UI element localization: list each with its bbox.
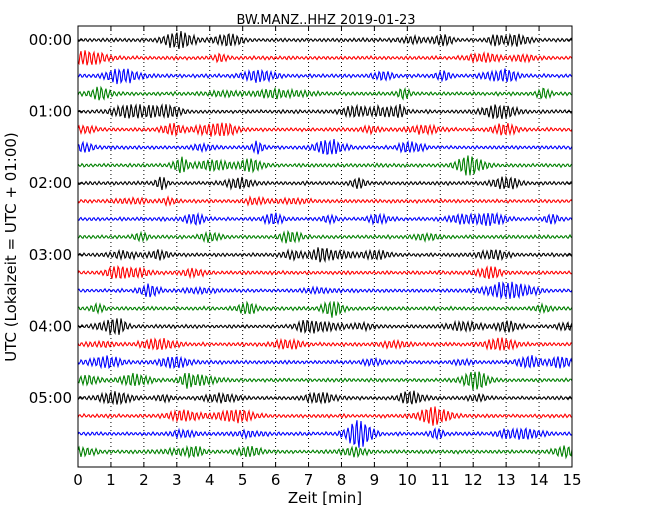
x-tick-label: 11 xyxy=(431,471,450,489)
y-tick-label: 05:00 xyxy=(29,389,72,407)
y-axis-label: UTC (Lokalzeit = UTC + 01:00) xyxy=(2,132,20,362)
trace-row-16 xyxy=(77,318,573,336)
x-tick-label: 3 xyxy=(172,471,182,489)
x-axis-ticks: 0 1 2 3 4 5 6 7 8 9 10 11 12 13 14 15 xyxy=(73,26,582,489)
x-tick-label: 4 xyxy=(205,471,215,489)
y-tick-label: 03:00 xyxy=(29,246,72,264)
x-tick-label: 2 xyxy=(139,471,149,489)
x-tick-label: 15 xyxy=(562,471,581,489)
trace-row-10 xyxy=(77,211,573,226)
trace-row-20 xyxy=(77,390,573,406)
trace-row-17 xyxy=(77,337,573,351)
trace-row-0 xyxy=(77,30,573,50)
trace-row-9 xyxy=(77,195,573,208)
x-tick-label: 7 xyxy=(304,471,314,489)
trace-row-21 xyxy=(77,406,573,426)
plot-frame xyxy=(77,25,573,468)
x-tick-label: 9 xyxy=(370,471,380,489)
y-axis-ticks: 00:00 01:00 02:00 03:00 04:00 05:00 xyxy=(29,31,572,407)
x-tick-label: 14 xyxy=(530,471,549,489)
y-tick-label: 04:00 xyxy=(29,317,72,335)
x-tick-label: 1 xyxy=(106,471,116,489)
x-tick-label: 6 xyxy=(271,471,281,489)
trace-row-23 xyxy=(77,444,573,460)
y-tick-label: 02:00 xyxy=(29,174,72,192)
y-tick-label: 01:00 xyxy=(29,103,72,121)
trace-row-3 xyxy=(77,85,573,101)
trace-row-4 xyxy=(77,103,573,119)
x-tick-label: 13 xyxy=(497,471,516,489)
y-tick-label: 00:00 xyxy=(29,31,72,49)
trace-row-18 xyxy=(77,355,573,370)
chart-title: BW.MANZ..HHZ 2019-01-23 xyxy=(236,13,415,28)
trace-row-2 xyxy=(77,68,573,85)
trace-row-8 xyxy=(77,175,573,191)
x-tick-label: 8 xyxy=(337,471,347,489)
x-tick-label: 0 xyxy=(73,471,83,489)
trace-row-14 xyxy=(77,281,573,300)
trace-row-15 xyxy=(77,300,573,318)
x-tick-label: 5 xyxy=(238,471,248,489)
vertical-gridlines xyxy=(110,26,540,467)
x-tick-label: 10 xyxy=(398,471,417,489)
trace-row-22 xyxy=(77,420,573,448)
trace-row-19 xyxy=(77,371,573,391)
trace-row-12 xyxy=(77,247,573,263)
trace-row-13 xyxy=(77,264,573,280)
trace-row-5 xyxy=(77,122,573,138)
trace-row-1 xyxy=(77,50,573,66)
trace-row-11 xyxy=(77,229,573,244)
seismogram-traces xyxy=(77,30,573,460)
trace-row-7 xyxy=(77,155,573,176)
x-tick-label: 12 xyxy=(464,471,483,489)
trace-row-6 xyxy=(77,139,573,155)
x-axis-label: Zeit [min] xyxy=(288,489,362,507)
